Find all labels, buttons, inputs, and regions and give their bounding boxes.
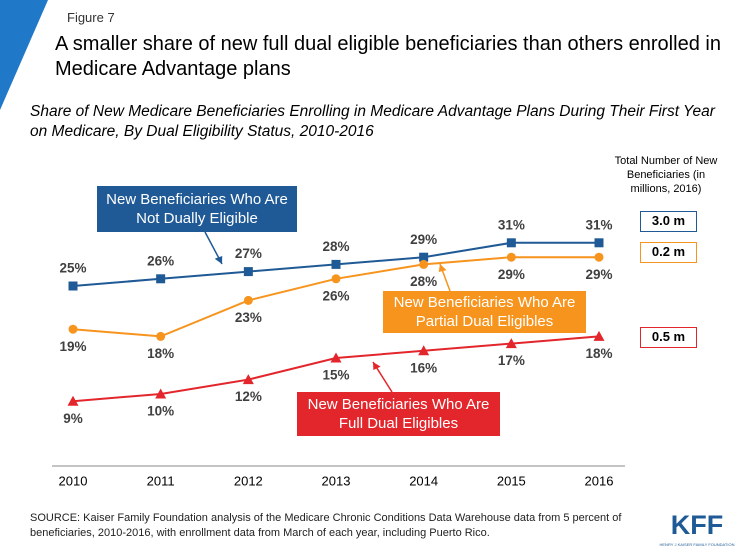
chart-subtitle: Share of New Medicare Beneficiaries Enro… (30, 103, 715, 140)
callout-arrowhead (373, 362, 381, 371)
corner-accent (0, 0, 48, 110)
marker (156, 331, 166, 341)
marker (331, 274, 341, 284)
marker (155, 388, 167, 399)
x-tick-label: 2014 (409, 473, 438, 488)
marker (594, 238, 604, 248)
marker (506, 238, 516, 248)
x-tick-label: 2015 (497, 473, 526, 488)
value-label: 29% (410, 232, 437, 247)
value-label: 16% (410, 360, 437, 375)
x-tick-label: 2010 (59, 473, 88, 488)
value-label: 17% (498, 353, 525, 368)
value-label: 10% (147, 404, 174, 419)
chart-title: A smaller share of new full dual eligibl… (55, 33, 721, 80)
total-box: 0.2 m (640, 242, 697, 263)
value-label: 31% (585, 217, 612, 232)
figure-label: Figure 7 (67, 10, 115, 25)
legend-box: New Beneficiaries Who Are Not Dually Eli… (97, 186, 297, 232)
value-label: 9% (63, 411, 83, 426)
marker (68, 281, 78, 291)
value-label: 18% (585, 346, 612, 361)
marker (243, 267, 253, 277)
totals-title: Total Number of New Beneficiaries (in mi… (614, 155, 718, 195)
marker (505, 338, 517, 349)
source-note: SOURCE: Kaiser Family Foundation analysi… (30, 512, 622, 539)
marker (331, 259, 341, 269)
marker (67, 395, 79, 406)
value-label: 26% (147, 253, 174, 268)
callout-arrowhead (438, 264, 447, 272)
logo: KFF (671, 510, 723, 540)
x-tick-label: 2013 (322, 473, 351, 488)
marker (243, 295, 253, 305)
value-label: 15% (322, 368, 349, 383)
marker (68, 324, 78, 334)
value-label: 12% (235, 389, 262, 404)
x-tick-label: 2012 (234, 473, 263, 488)
callout-arrowhead (214, 255, 223, 264)
value-label: 28% (410, 274, 437, 289)
value-label: 26% (322, 288, 349, 303)
value-label: 28% (322, 239, 349, 254)
x-tick-label: 2016 (585, 473, 614, 488)
marker (330, 352, 342, 363)
legend-box: New Beneficiaries Who Are Full Dual Elig… (297, 392, 500, 436)
marker (506, 252, 516, 262)
marker (594, 252, 604, 262)
value-label: 23% (235, 310, 262, 325)
total-box: 3.0 m (640, 211, 697, 232)
logo-tagline: HENRY J KAISER FAMILY FOUNDATION (660, 542, 735, 547)
marker (419, 252, 429, 262)
value-label: 29% (498, 267, 525, 282)
marker (156, 274, 166, 284)
value-label: 25% (59, 261, 86, 276)
value-label: 31% (498, 217, 525, 232)
x-tick-label: 2011 (147, 473, 175, 488)
legend-box: New Beneficiaries Who Are Partial Dual E… (383, 291, 586, 333)
marker (418, 345, 430, 356)
value-label: 18% (147, 346, 174, 361)
value-label: 19% (59, 339, 86, 354)
marker (242, 374, 254, 385)
total-box: 0.5 m (640, 327, 697, 348)
value-label: 27% (235, 246, 262, 261)
value-label: 29% (585, 267, 612, 282)
marker (419, 259, 429, 269)
marker (593, 330, 605, 341)
